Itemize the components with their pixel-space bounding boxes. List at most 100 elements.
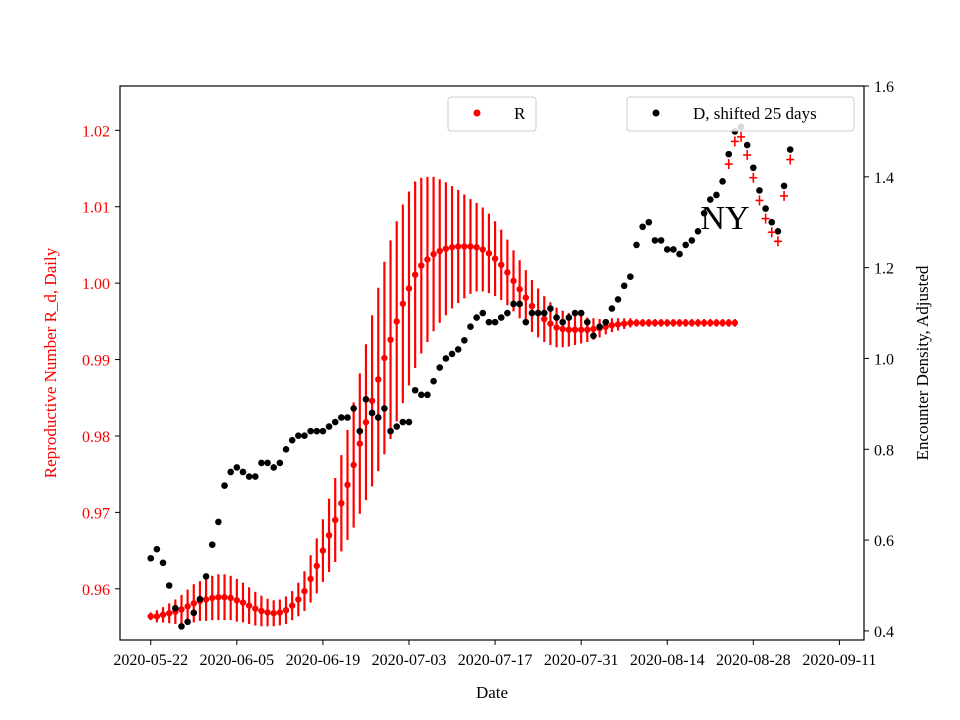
d-point (202, 573, 210, 580)
d-point (639, 223, 646, 231)
r-point (565, 326, 573, 333)
d-point (307, 427, 314, 435)
d-point (196, 595, 204, 603)
d-point (417, 391, 425, 399)
r-point (282, 606, 290, 614)
r-point (147, 613, 154, 620)
d-point (350, 405, 357, 412)
r-point (713, 319, 720, 327)
left-y-tick-label: 1.01 (82, 200, 110, 217)
r-point (620, 320, 628, 327)
right-y-axis: 0.4 0.6 0.8 1.0 1.2 1.4 1.6 (864, 79, 894, 641)
plot-frame (119, 85, 865, 641)
d-point (497, 314, 505, 321)
d-point (528, 309, 536, 317)
r-point (682, 319, 689, 327)
d-point (319, 427, 327, 435)
r-point (344, 481, 351, 489)
d-point (780, 182, 788, 190)
d-point (393, 423, 400, 430)
r-point (387, 336, 394, 343)
x-axis-label: Date (476, 683, 508, 702)
d-point (670, 246, 677, 253)
d-point (356, 427, 364, 435)
right-y-tick-label: 1.0 (874, 351, 894, 368)
r-point (399, 300, 407, 307)
d-point (221, 482, 228, 489)
r-point (467, 243, 474, 250)
d-point (239, 468, 247, 476)
right-y-tick-label: 0.8 (874, 442, 894, 459)
d-point (620, 282, 628, 290)
d-point (719, 178, 726, 185)
r-point (614, 321, 622, 328)
r-point (295, 596, 302, 603)
r-point (473, 244, 480, 251)
d-point (516, 300, 523, 308)
d-point (424, 391, 431, 399)
r-point (504, 269, 511, 276)
r-point (424, 256, 431, 263)
r-point (405, 285, 413, 292)
right-y-tick-label: 0.6 (874, 533, 894, 550)
r-point (178, 606, 185, 613)
right-y-tick-label: 1.2 (874, 261, 894, 278)
r-point (442, 245, 450, 252)
d-point (768, 218, 776, 226)
d-point (153, 545, 161, 553)
r-point (602, 323, 609, 330)
r-point (245, 602, 253, 609)
d-point (190, 609, 198, 617)
d-point (663, 246, 671, 253)
legend-r-marker (473, 109, 481, 117)
x-tick-label: 2020-07-03 (372, 652, 447, 669)
r-point (288, 602, 296, 609)
r-point (356, 440, 364, 447)
r-point (700, 319, 708, 327)
d-point (381, 405, 388, 412)
r-point (522, 294, 530, 301)
d-point (700, 209, 708, 217)
left-y-tick-label: 1.00 (82, 276, 110, 293)
r-point (528, 302, 536, 310)
right-y-tick-label: 0.4 (874, 624, 894, 641)
r-point (491, 255, 499, 262)
x-tick-label: 2020-05-22 (113, 652, 188, 669)
d-series-markers (147, 123, 794, 630)
d-point (208, 541, 216, 548)
d-point (713, 191, 720, 199)
d-point (614, 296, 622, 303)
r-point (725, 319, 732, 327)
d-point (725, 150, 733, 158)
d-point (288, 436, 296, 444)
legend-d-marker (652, 109, 660, 117)
r-point (707, 319, 714, 327)
d-point (676, 250, 683, 258)
left-y-tick-label: 0.98 (82, 429, 110, 446)
r-point (368, 397, 376, 405)
r-point (202, 596, 210, 603)
r-point (307, 575, 314, 583)
r-point (633, 319, 640, 327)
d-point (467, 323, 474, 330)
r-point (645, 319, 652, 327)
r-point (184, 603, 191, 610)
left-y-tick-label: 0.99 (82, 353, 110, 370)
left-y-tick-label: 0.97 (82, 505, 110, 522)
left-y-axis-label: Reproductive Number R_d, Daily (41, 247, 60, 478)
r-point (411, 271, 419, 278)
d-point (786, 146, 794, 153)
d-point (454, 346, 462, 353)
d-point (405, 418, 413, 426)
d-point (258, 459, 265, 467)
r-point (233, 597, 241, 604)
d-point (657, 237, 665, 244)
r-point (731, 319, 739, 327)
d-point (430, 377, 437, 385)
left-y-axis: 0.96 0.97 0.98 0.99 1.00 1.01 1.02 (82, 123, 120, 599)
d-point (178, 623, 185, 630)
r-point (381, 354, 388, 362)
d-point (461, 336, 468, 344)
d-point (577, 309, 585, 317)
